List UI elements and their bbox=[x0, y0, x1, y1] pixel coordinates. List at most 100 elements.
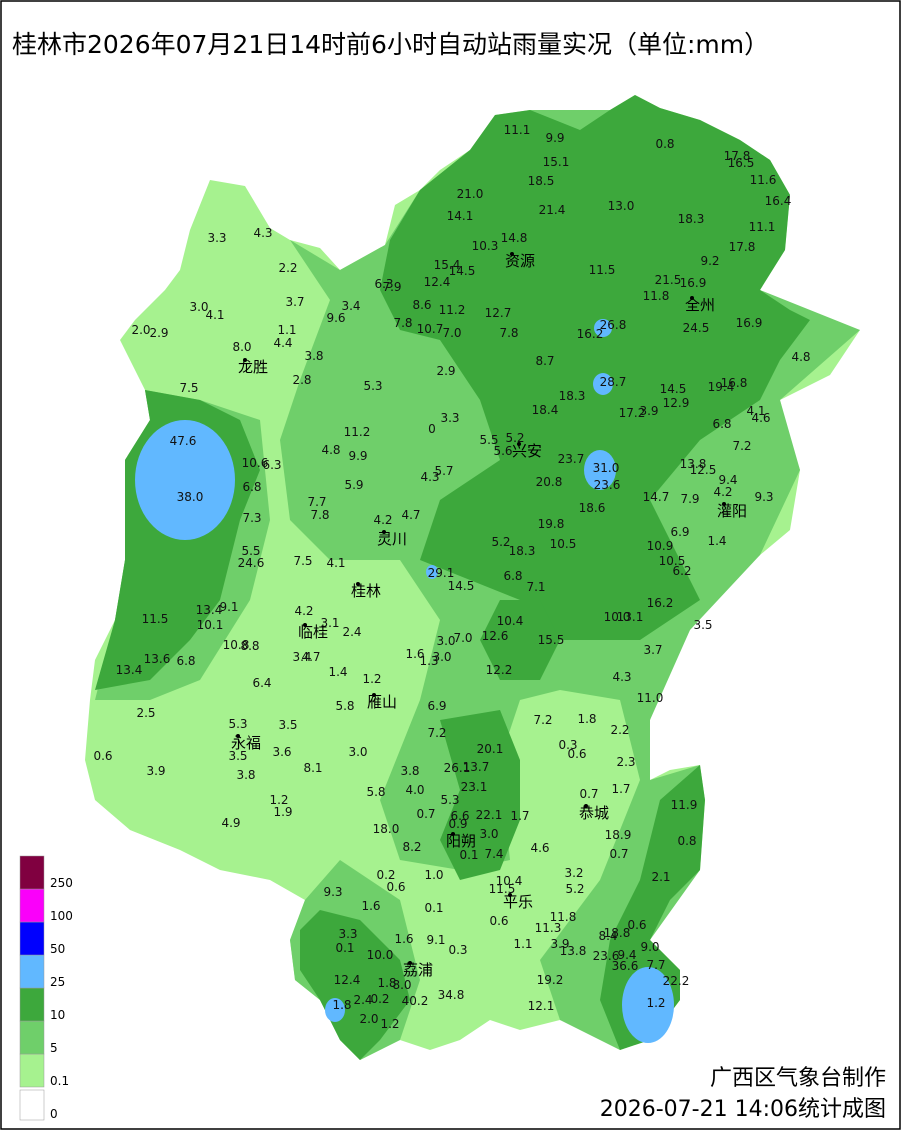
station-value: 5.8 bbox=[335, 699, 354, 713]
station-value: 0.8 bbox=[677, 834, 696, 848]
station-value: 10.0 bbox=[367, 948, 394, 962]
station-value: 16.4 bbox=[765, 194, 792, 208]
station-value: 5.2 bbox=[491, 535, 510, 549]
station-value: 3.1 bbox=[320, 616, 339, 630]
station-value: 9.9 bbox=[348, 449, 367, 463]
station-value: 3.5 bbox=[693, 618, 712, 632]
station-value: 10.8 bbox=[223, 638, 250, 652]
station-value: 5.2 bbox=[505, 431, 524, 445]
station-value: 11.5 bbox=[489, 882, 516, 896]
station-value: 0.9 bbox=[448, 817, 467, 831]
station-value: 4.9 bbox=[221, 816, 240, 830]
station-value: 3.4 bbox=[292, 650, 311, 664]
station-value: 4.3 bbox=[612, 670, 631, 684]
station-value: 17.8 bbox=[724, 149, 751, 163]
station-value: 9.1 bbox=[426, 933, 445, 947]
station-value: 13.8 bbox=[680, 457, 707, 471]
station-value: 3.8 bbox=[304, 349, 323, 363]
station-value: 0.7 bbox=[416, 807, 435, 821]
station-value: 7.8 bbox=[499, 326, 518, 340]
station-value: 14.5 bbox=[660, 382, 687, 396]
station-value: 1.9 bbox=[273, 805, 292, 819]
station-value: 9.1 bbox=[219, 600, 238, 614]
station-value: 19.8 bbox=[538, 517, 565, 531]
legend-swatch bbox=[19, 987, 45, 1022]
station-value: 16.2 bbox=[577, 327, 604, 341]
station-value: 10.0 bbox=[604, 610, 631, 624]
county-dot bbox=[382, 530, 386, 534]
station-value: 9.4 bbox=[617, 948, 636, 962]
station-value: 12.4 bbox=[334, 973, 361, 987]
station-value: 4.7 bbox=[301, 650, 320, 664]
station-value: 18.3 bbox=[509, 544, 536, 558]
station-value: 31.0 bbox=[593, 461, 620, 475]
station-value: 0.1 bbox=[424, 901, 443, 915]
station-value: 0.6 bbox=[567, 747, 586, 761]
station-value: 18.6 bbox=[579, 501, 606, 515]
station-value: 9.6 bbox=[326, 311, 345, 325]
legend-swatch bbox=[19, 1089, 45, 1121]
station-value: 13.7 bbox=[463, 760, 490, 774]
station-value: 16.9 bbox=[680, 276, 707, 290]
station-value: 14.5 bbox=[448, 579, 475, 593]
station-value: 1.8 bbox=[332, 998, 351, 1012]
station-value: 11.8 bbox=[550, 910, 577, 924]
station-value: 5.2 bbox=[565, 882, 584, 896]
station-value: 1.3 bbox=[419, 654, 438, 668]
station-value: 17.2 bbox=[619, 406, 646, 420]
station-value: 5.5 bbox=[479, 433, 498, 447]
station-value: 8.6 bbox=[412, 298, 431, 312]
station-value: 12.5 bbox=[690, 463, 717, 477]
station-value: 3.3 bbox=[207, 231, 226, 245]
legend-label: 0.1 bbox=[50, 1074, 69, 1088]
station-value: 15.1 bbox=[543, 155, 570, 169]
station-value: 16.8 bbox=[721, 376, 748, 390]
station-value: 4.8 bbox=[321, 443, 340, 457]
region bbox=[440, 710, 520, 880]
station-value: 9.4 bbox=[718, 473, 737, 487]
station-value: 0.8 bbox=[655, 137, 674, 151]
station-value: 23.7 bbox=[558, 452, 585, 466]
station-value: 11.2 bbox=[344, 425, 371, 439]
station-value: 0.3 bbox=[448, 943, 467, 957]
legend-label: 0 bbox=[50, 1107, 58, 1121]
station-value: 12.2 bbox=[486, 663, 513, 677]
station-value: 4.0 bbox=[405, 783, 424, 797]
station-value: 2.1 bbox=[651, 870, 670, 884]
county-name: 恭城 bbox=[579, 804, 609, 822]
station-value: 17.8 bbox=[729, 240, 756, 254]
county-name: 永福 bbox=[231, 734, 261, 752]
station-value: 18.8 bbox=[604, 926, 631, 940]
station-value: 6.6 bbox=[450, 809, 469, 823]
station-value: 3.9 bbox=[550, 937, 569, 951]
station-value: 3.8 bbox=[400, 764, 419, 778]
region bbox=[426, 565, 438, 579]
region bbox=[593, 373, 613, 395]
station-value: 2.4 bbox=[342, 625, 361, 639]
station-value: 29.1 bbox=[428, 566, 455, 580]
county-name: 平乐 bbox=[503, 893, 533, 911]
station-value: 10.4 bbox=[497, 614, 524, 628]
station-value: 21.5 bbox=[655, 273, 682, 287]
station-value: 14.5 bbox=[449, 264, 476, 278]
region bbox=[325, 998, 345, 1022]
station-value: 7.5 bbox=[293, 554, 312, 568]
station-value: 6.8 bbox=[176, 654, 195, 668]
station-value: 5.6 bbox=[493, 444, 512, 458]
station-value: 10.3 bbox=[472, 239, 499, 253]
station-value: 7.9 bbox=[680, 492, 699, 506]
station-value: 8.4 bbox=[598, 929, 617, 943]
station-value: 19.2 bbox=[537, 973, 564, 987]
county-name: 全州 bbox=[685, 296, 715, 314]
station-value: 4.3 bbox=[420, 470, 439, 484]
station-value: 2.2 bbox=[278, 261, 297, 275]
station-value: 1.6 bbox=[405, 647, 424, 661]
station-value: 2.4 bbox=[353, 993, 372, 1007]
station-value: 1.2 bbox=[269, 793, 288, 807]
station-value: 7.8 bbox=[393, 316, 412, 330]
station-value: 28.7 bbox=[600, 375, 627, 389]
station-value: 11.5 bbox=[589, 263, 616, 277]
station-value: 1.0 bbox=[424, 868, 443, 882]
station-value: 6.9 bbox=[670, 525, 689, 539]
